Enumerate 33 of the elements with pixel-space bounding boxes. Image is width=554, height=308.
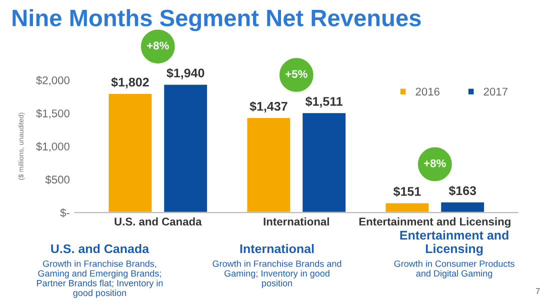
text: International bbox=[264, 217, 329, 226]
y-tick-label: $- bbox=[60, 208, 70, 218]
y-tick-label: $500 bbox=[45, 175, 70, 184]
data-label: $163 bbox=[448, 186, 476, 196]
bar bbox=[246, 116, 292, 213]
text: Growth in Consumer Products and Digital Gaming bbox=[394, 260, 514, 278]
text: 7 bbox=[536, 288, 540, 294]
bar bbox=[440, 201, 486, 213]
bar bbox=[384, 202, 430, 213]
y-tick-label: $1,500 bbox=[36, 108, 70, 119]
legend-label: 2017 bbox=[484, 88, 508, 96]
text: U.S. and Canada bbox=[114, 217, 202, 226]
data-label: $1,437 bbox=[250, 101, 288, 113]
bar bbox=[107, 92, 154, 213]
x-tick-label: International bbox=[240, 244, 314, 254]
text: Growth in Franchise Brands and Gaming; Inventory in good position bbox=[212, 260, 342, 288]
bar bbox=[162, 83, 208, 213]
annotation: +8% bbox=[424, 159, 446, 168]
x-tick-label: U.S. and Canada bbox=[51, 244, 150, 254]
bar bbox=[301, 112, 347, 213]
x-tick-label: Entertainment and Licensing bbox=[400, 230, 508, 256]
y-tick-label: $1,000 bbox=[36, 142, 70, 152]
data-label: $1,511 bbox=[305, 96, 343, 108]
data-label: $1,940 bbox=[166, 68, 204, 80]
chart-title: Nine Months Segment Net Revenues bbox=[12, 9, 421, 32]
text: Entertainment and Licensing bbox=[359, 217, 510, 228]
text: Growth in Franchise Brands, Gaming and Emerging Brands; Partner Brands flat; Inventory in good position bbox=[36, 260, 163, 298]
text: +8% bbox=[147, 42, 169, 50]
y-tick-label: $2,000 bbox=[36, 76, 70, 86]
legend-label: 2016 bbox=[416, 88, 440, 96]
text: +5% bbox=[286, 70, 308, 78]
data-label: $151 bbox=[393, 186, 421, 197]
data-label: $1,802 bbox=[111, 77, 149, 88]
